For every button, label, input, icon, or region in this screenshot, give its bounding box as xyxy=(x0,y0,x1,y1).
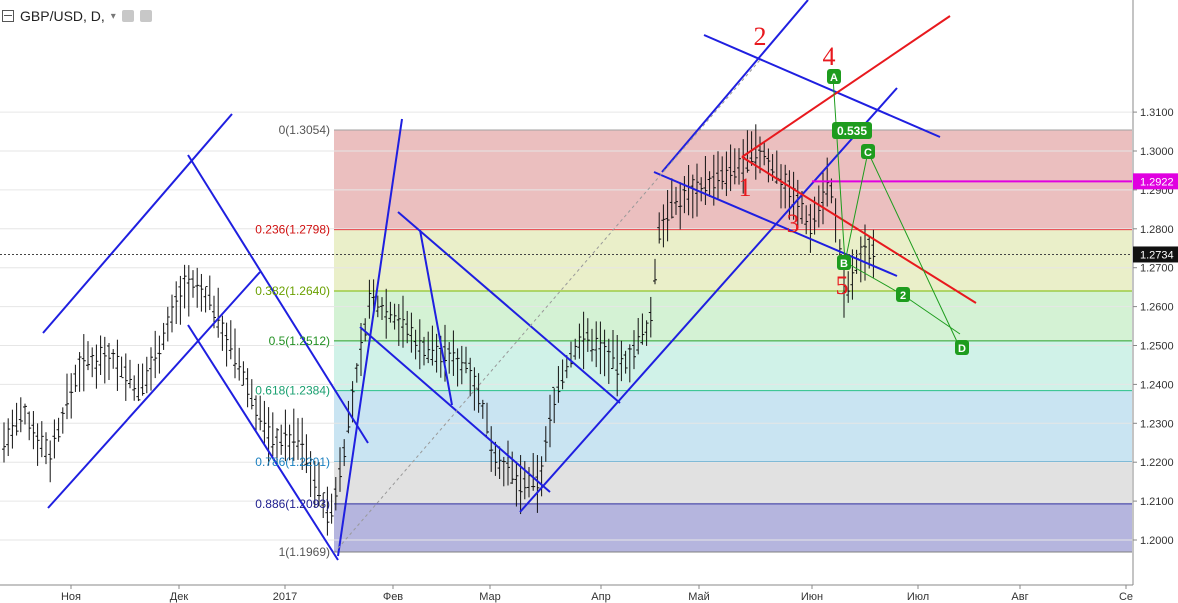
pattern-label-D: D xyxy=(958,343,966,355)
price-axis-bg xyxy=(1133,0,1178,603)
y-tick-label: 1.3100 xyxy=(1140,107,1174,119)
blue-trend-line xyxy=(187,324,339,561)
blue-trend-line xyxy=(519,87,898,513)
wave-label-2: 2 xyxy=(754,22,767,51)
fib-level-label: 0.886(1.2093) xyxy=(255,497,330,511)
abcd-pattern-line xyxy=(832,76,961,349)
wave-label-4: 4 xyxy=(823,42,836,71)
x-tick-label: Се xyxy=(1119,591,1133,603)
pattern-label-A: A xyxy=(830,72,838,84)
x-tick-label: Май xyxy=(688,591,710,603)
fib-band xyxy=(334,291,1132,341)
fib-band xyxy=(334,503,1132,553)
blue-trend-line xyxy=(359,326,551,493)
pattern-label-C: C xyxy=(864,147,872,159)
fib-diagonal xyxy=(333,59,761,554)
red-channel-line xyxy=(741,15,951,158)
fib-level-label: 0.618(1.2384) xyxy=(255,384,330,398)
fib-level-label: 0(1.3054) xyxy=(279,123,330,137)
x-tick-label: Июл xyxy=(907,591,929,603)
y-tick-label: 1.2100 xyxy=(1140,496,1174,508)
y-tick-label: 1.2600 xyxy=(1140,302,1174,314)
price-tag-label: 1.2734 xyxy=(1140,249,1174,261)
price-axis: 1.31001.30001.29001.28001.27001.26001.25… xyxy=(1132,0,1178,603)
price-bars xyxy=(2,124,876,536)
x-tick-label: 2017 xyxy=(273,591,297,603)
fib-band xyxy=(334,390,1132,462)
y-tick-label: 1.2500 xyxy=(1140,341,1174,353)
wave-label-3: 3 xyxy=(787,209,800,238)
price-tag-label: 1.2922 xyxy=(1140,176,1174,188)
fib-band xyxy=(334,229,1132,292)
blue-trend-line xyxy=(47,271,261,509)
price-tag xyxy=(1133,173,1178,190)
fib-level-label: 0.236(1.2798) xyxy=(255,223,330,237)
y-tick-label: 1.2000 xyxy=(1140,535,1174,547)
blue-trend-line xyxy=(419,229,453,406)
settings-icon[interactable] xyxy=(139,10,152,22)
x-tick-label: Июн xyxy=(801,591,823,603)
eye-icon[interactable] xyxy=(121,10,134,22)
symbol-title: GBP/USD, D, xyxy=(20,8,105,24)
blue-trend-line xyxy=(703,34,941,138)
blue-trend-line xyxy=(397,211,621,404)
pattern-label-B: B xyxy=(840,258,848,270)
pattern-point-D xyxy=(955,340,969,355)
blue-trend-line xyxy=(187,154,369,444)
blue-trend-line xyxy=(653,171,898,277)
x-tick-label: Фев xyxy=(383,591,403,603)
fib-labels: 0(1.3054) 0.236(1.2798) 0.382(1.2640) 0.5(1… xyxy=(255,123,330,559)
y-tick-label: 1.3000 xyxy=(1140,146,1174,158)
time-axis-bg xyxy=(0,585,1178,603)
pattern-point-B xyxy=(837,255,851,270)
red-channel-line xyxy=(741,156,977,304)
y-tick-label: 1.2400 xyxy=(1140,379,1174,391)
fib-level-label: 0.382(1.2640) xyxy=(255,284,330,298)
trend-lines xyxy=(0,0,1132,561)
pattern-label-2: 2 xyxy=(900,290,906,302)
blue-trend-line xyxy=(661,0,809,173)
time-axis: Ноя Дек 2017 Фев Мар Апр Май Июн Июл Авг Се xyxy=(0,584,1178,603)
y-tick-label: 1.2300 xyxy=(1140,418,1174,430)
pattern-point-A xyxy=(827,69,841,84)
blue-trend-line xyxy=(42,113,233,334)
fib-band xyxy=(334,129,1132,230)
y-tick-label: 1.2700 xyxy=(1140,263,1174,275)
grid-lines xyxy=(0,111,1132,541)
fib-level-label: 0.786(1.2201) xyxy=(255,455,330,469)
ratio-box xyxy=(832,122,872,139)
y-tick-label: 1.2200 xyxy=(1140,457,1174,469)
fib-level-label: 1(1.1969) xyxy=(279,545,330,559)
pattern-point-C xyxy=(861,144,875,159)
dropdown-icon[interactable]: ▾ xyxy=(110,10,116,22)
x-tick-label: Мар xyxy=(479,591,501,603)
x-tick-label: Дек xyxy=(170,591,189,603)
chart-header: GBP/USD, D, ▾ xyxy=(2,6,152,26)
fib-level-label: 0.5(1.2512) xyxy=(269,334,330,348)
pattern-point-2 xyxy=(896,287,910,302)
wave-label-1: 1 xyxy=(739,173,752,202)
fib-band xyxy=(334,461,1132,504)
blue-trend-line xyxy=(337,118,403,557)
fib-band xyxy=(334,340,1132,391)
annotations: 1 2 3 4 5 A B C D 2 0.535 xyxy=(739,22,969,355)
price-tag xyxy=(1133,246,1178,263)
wave-label-5: 5 xyxy=(836,271,849,300)
fib-bands xyxy=(334,129,1132,553)
ratio-label: 0.535 xyxy=(837,124,867,138)
collapse-icon[interactable] xyxy=(2,10,14,22)
y-tick-label: 1.2800 xyxy=(1140,224,1174,236)
x-tick-label: Ноя xyxy=(61,591,81,603)
x-tick-label: Авг xyxy=(1011,591,1028,603)
x-tick-label: Апр xyxy=(591,591,610,603)
